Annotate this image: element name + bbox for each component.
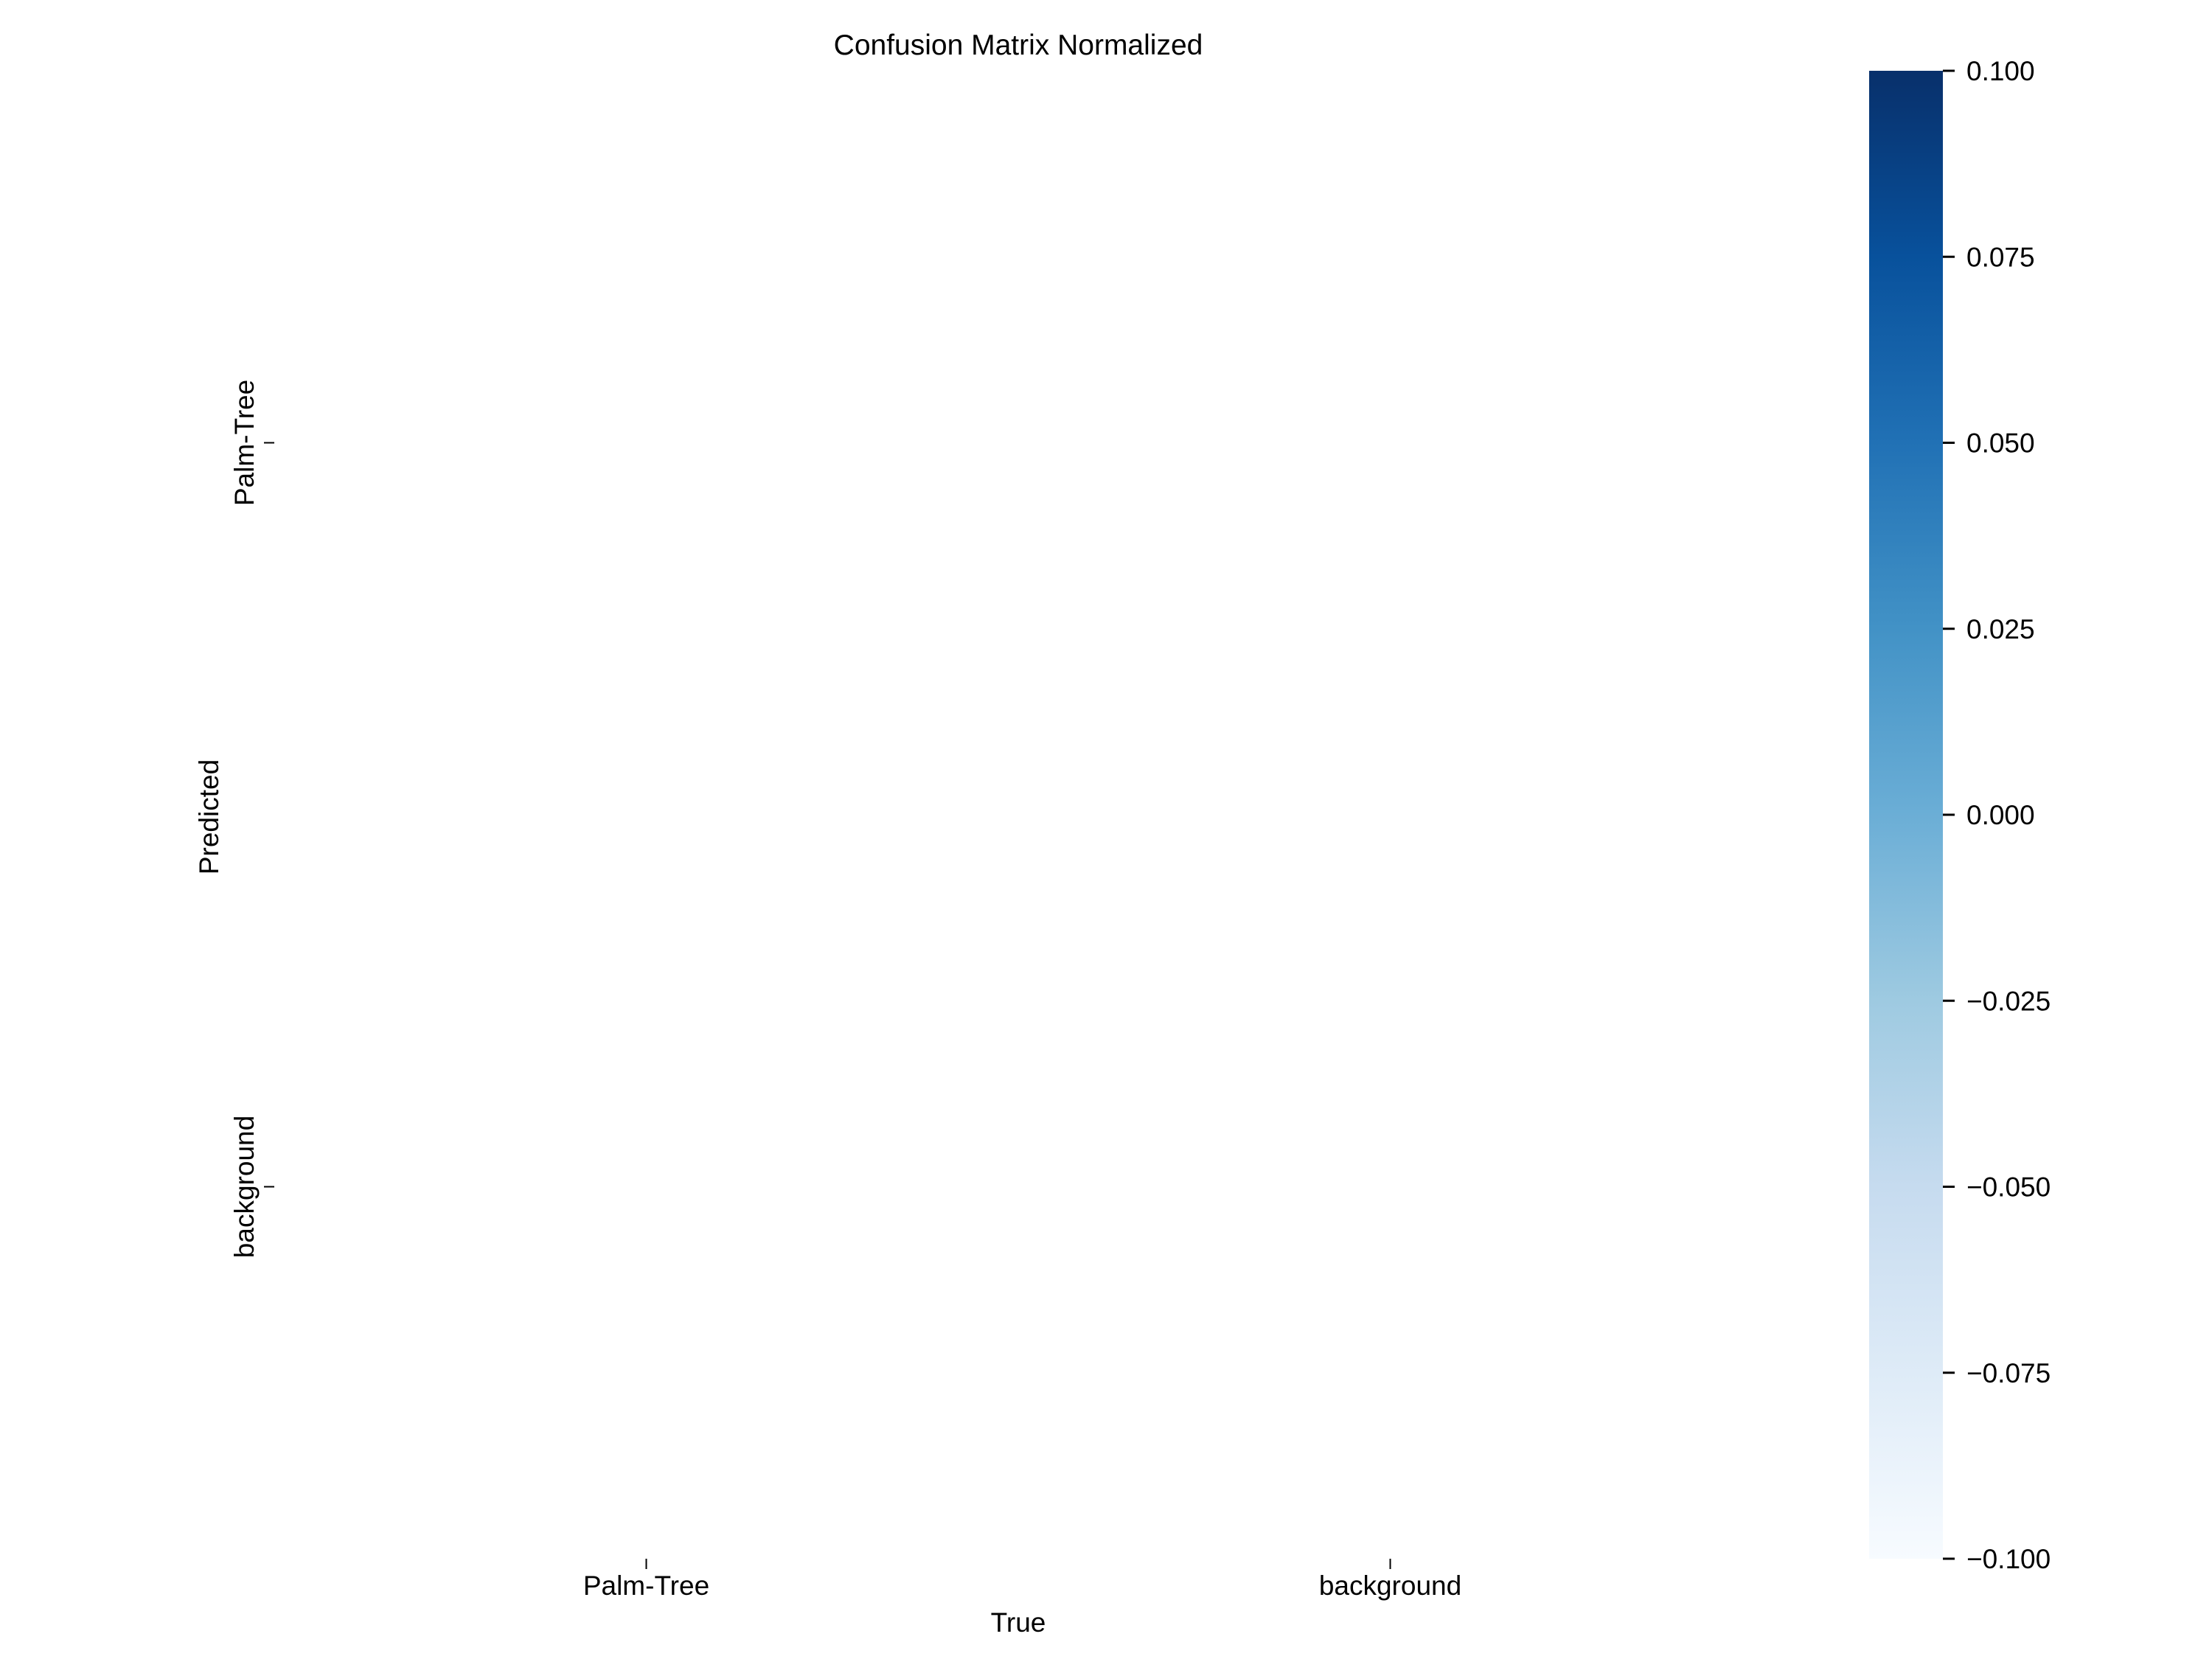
colorbar-tick-label: 0.100 bbox=[1966, 56, 2035, 86]
x-tick-label: background bbox=[1319, 1571, 1461, 1601]
colorbar-tick-label: −0.075 bbox=[1966, 1358, 2051, 1388]
colorbar-tick-label: 0.050 bbox=[1966, 428, 2035, 459]
heatmap-cell bbox=[274, 71, 1018, 815]
x-axis: Palm-Tree background bbox=[583, 1559, 1461, 1601]
colorbar-tick-label: 0.025 bbox=[1966, 614, 2035, 644]
colorbar-tick-label: 0.000 bbox=[1966, 800, 2035, 830]
y-tick-label: Palm-Tree bbox=[229, 380, 260, 506]
colorbar-tick-label: −0.025 bbox=[1966, 986, 2051, 1016]
y-axis-label: Predicted bbox=[194, 759, 224, 874]
heatmap-cell bbox=[274, 815, 1018, 1559]
colorbar-tick-label: −0.100 bbox=[1966, 1544, 2051, 1574]
chart-title: Confusion Matrix Normalized bbox=[834, 29, 1203, 61]
colorbar-axis: 0.100 0.075 0.050 0.025 0.000 −0.025 −0.050 −0.… bbox=[1943, 56, 2051, 1574]
y-axis: Palm-Tree background bbox=[229, 380, 274, 1258]
x-tick-label: Palm-Tree bbox=[583, 1571, 709, 1601]
colorbar bbox=[1869, 71, 1943, 1559]
y-tick-label: background bbox=[229, 1116, 260, 1258]
colorbar-tick-label: −0.050 bbox=[1966, 1172, 2051, 1203]
x-axis-label: True bbox=[991, 1607, 1046, 1638]
heatmap-plot-area bbox=[274, 71, 1762, 1559]
colorbar-tick-label: 0.075 bbox=[1966, 242, 2035, 272]
heatmap-cell bbox=[1018, 815, 1762, 1559]
heatmap-cell bbox=[1018, 71, 1762, 815]
